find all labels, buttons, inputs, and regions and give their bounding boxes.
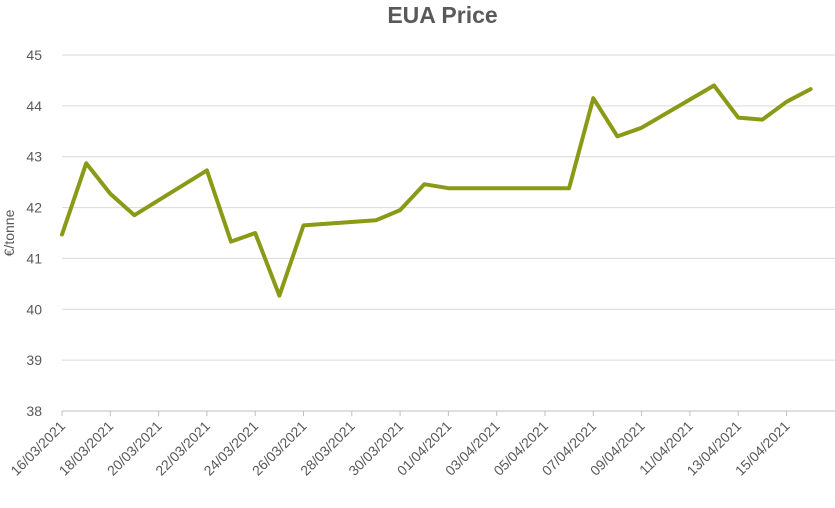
y-axis-label: €/tonne [1,209,17,256]
x-tick-labels: 16/03/202118/03/202120/03/202122/03/2021… [7,418,793,479]
x-axis [61,410,835,416]
y-tick-label: 42 [26,200,42,216]
y-tick-label: 44 [26,98,42,114]
gridlines [62,54,835,361]
series-layer [60,83,813,298]
y-tick-labels: 38 39 40 41 42 43 44 45 [26,47,42,419]
series-line [60,83,813,298]
y-tick-label: 39 [26,352,42,368]
y-tick-label: 38 [26,403,42,419]
y-tick-label: 40 [26,301,42,317]
y-tick-label: 43 [26,149,42,165]
y-tick-label: 41 [26,250,42,266]
chart-title: EUA Price [387,2,498,28]
y-tick-label: 45 [26,47,42,63]
